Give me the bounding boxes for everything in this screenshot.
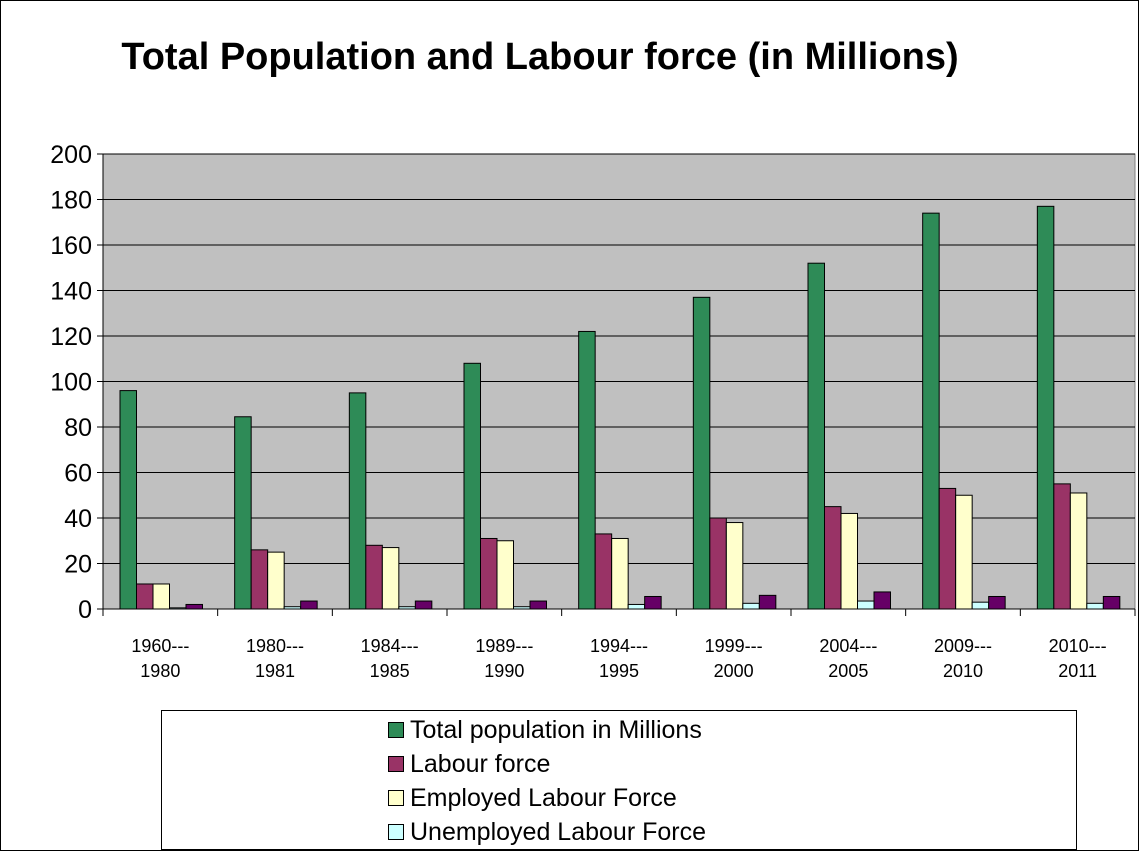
legend-item: Employed Labour Force [388,781,677,815]
bar [348,392,367,610]
bar [1086,602,1104,610]
bar [234,416,252,610]
bar [513,606,531,610]
bar [283,606,302,610]
x-tick-label: 1981 [255,661,295,681]
bar [250,549,269,610]
bar [758,594,777,610]
bar [1102,595,1121,610]
bar [136,583,154,610]
y-tick-label: 100 [50,369,92,397]
bar [1053,483,1071,610]
bar [988,595,1006,610]
x-tick-label: 2005 [828,661,868,681]
x-tick-label: 1999--- [705,636,763,656]
bar [152,583,170,610]
x-tick-label: 2010 [943,661,983,681]
x-tick-label: 2009--- [934,636,992,656]
bar [185,603,203,610]
bar [119,390,137,610]
legend-label: Labour force [410,749,551,778]
x-tick-label: 2011 [1058,661,1097,681]
y-tick-label: 60 [64,460,92,488]
bar [955,494,973,610]
bar [807,262,825,610]
legend-swatch [388,790,404,806]
legend: Total population in Millions Labour force… [161,710,1077,850]
x-tick-label: 2010--- [1049,636,1107,656]
x-tick-label: 1980--- [246,636,304,656]
bar-chart: 0 20 40 60 80 100 120 140 160 180 200 1960--- 1980 19… [50,141,1136,681]
bar [169,607,187,610]
legend-swatch [388,824,404,840]
bar [1036,205,1055,610]
legend-label: Unemployed Labour Force [410,817,706,846]
x-tick-label: 1985 [370,661,410,681]
y-tick-label: 40 [64,505,92,533]
bar [365,544,383,610]
bar [381,547,400,610]
x-tick-label: 2000 [714,661,754,681]
bar [496,540,514,610]
y-tick-label: 140 [50,278,92,306]
bar [971,601,990,610]
bar [578,330,596,610]
y-tick-label: 160 [50,232,92,260]
x-tick-label: 1990 [484,661,524,681]
bar [709,517,727,610]
x-tick-label: 1960--- [131,636,189,656]
bar [300,600,318,610]
y-tick-label: 20 [64,551,92,579]
bar [692,296,711,610]
x-tick-label: 2004--- [819,636,877,656]
y-tick-label: 200 [50,141,92,169]
bar [463,362,481,610]
bar [840,512,858,610]
y-tick-label: 120 [50,323,92,351]
bar [922,212,940,610]
bar [480,537,498,610]
bar [1069,492,1088,610]
legend-label: Employed Labour Force [410,783,677,812]
chart-title: Total Population and Labour force (in Mi… [121,36,959,78]
bar [267,551,285,610]
bar [398,606,416,610]
legend-swatch [388,756,404,772]
bar [414,600,433,610]
y-tick-label: 180 [50,187,92,215]
bar [873,591,891,610]
x-tick-label: 1995 [599,661,639,681]
bar [725,522,744,610]
bar [938,487,957,610]
bar [857,600,875,610]
legend-item: Total population in Millions [388,713,702,747]
x-tick-label: 1984--- [361,636,419,656]
x-tick-label: 1989--- [475,636,533,656]
bar [742,602,760,610]
y-tick-label: 0 [78,596,92,624]
legend-item: Labour force [388,747,550,781]
bar [594,533,613,610]
x-tick-label: 1994--- [590,636,648,656]
legend-item: Unemployed Labour Force [388,815,706,849]
x-tick-label: 1980 [140,661,180,681]
legend-label: Total population in Millions [410,715,702,744]
bar [644,595,662,610]
bar [824,506,842,610]
legend-swatch [388,722,404,738]
y-tick-label: 80 [64,414,92,442]
bar [627,603,646,610]
bar [529,600,547,610]
bar [611,537,629,610]
